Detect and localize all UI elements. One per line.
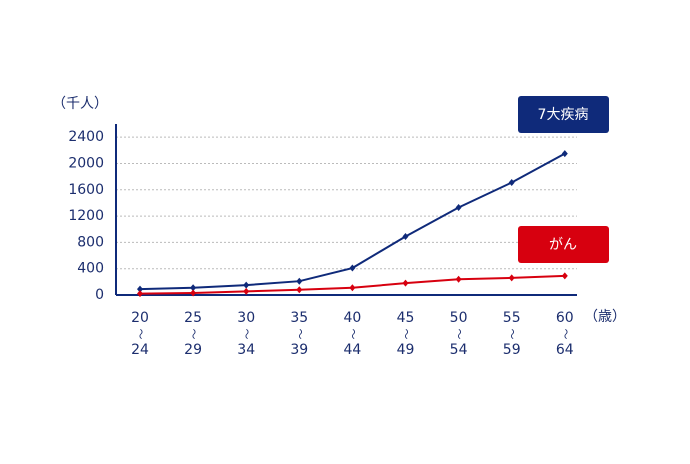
x-tick-label: 〜: [346, 329, 359, 340]
x-tick-label: 20: [131, 310, 149, 326]
x-tick-label: 49: [397, 342, 415, 358]
legend-box: [518, 96, 609, 133]
legend-label: 7大疾病: [538, 107, 589, 123]
x-tick-label: 45: [397, 310, 415, 326]
x-tick-label: 30: [237, 310, 255, 326]
data-point: [190, 284, 197, 292]
x-tick-label: 〜: [293, 329, 306, 340]
data-point: [296, 277, 303, 285]
y-axis-label: （千人）: [52, 96, 108, 112]
data-point: [402, 279, 409, 287]
legend-box: [518, 226, 609, 263]
y-tick-label: 0: [95, 287, 104, 303]
y-tick-label: 2000: [68, 155, 104, 171]
x-tick-label: 〜: [506, 329, 519, 340]
x-tick-label: 40: [343, 310, 361, 326]
x-tick-label: 〜: [559, 329, 572, 340]
x-tick-label: 〜: [453, 329, 466, 340]
x-tick-label: 〜: [134, 329, 147, 340]
x-tick-label: 59: [503, 342, 521, 358]
data-point: [402, 232, 409, 240]
data-point: [349, 264, 356, 272]
data-point: [561, 150, 568, 158]
x-tick-label: 50: [450, 310, 468, 326]
x-tick-label: 25: [184, 310, 202, 326]
x-tick-label: 64: [556, 342, 574, 358]
x-tick-label: 39: [290, 342, 308, 358]
data-point: [137, 290, 143, 298]
data-point: [508, 179, 515, 187]
x-tick-label: 44: [343, 342, 361, 358]
x-tick-label: 〜: [400, 329, 413, 340]
data-point: [349, 284, 356, 292]
x-tick-label: 34: [237, 342, 255, 358]
y-tick-label: 1200: [68, 208, 104, 224]
data-point: [561, 272, 568, 280]
data-point: [137, 285, 143, 293]
legend-label: がん: [549, 237, 577, 253]
data-point: [190, 289, 197, 297]
x-tick-label: 54: [450, 342, 468, 358]
y-tick-label: 400: [77, 261, 104, 277]
data-point: [243, 287, 250, 295]
x-axis-unit: （歳）: [584, 309, 626, 325]
data-point: [296, 286, 303, 294]
data-point: [455, 275, 462, 283]
x-tick-label: 60: [556, 310, 574, 326]
x-tick-label: 〜: [240, 329, 253, 340]
data-point: [243, 281, 250, 289]
x-tick-label: 24: [131, 342, 149, 358]
y-tick-label: 800: [77, 234, 104, 250]
x-tick-label: 35: [290, 310, 308, 326]
x-tick-label: 55: [503, 310, 521, 326]
x-tick-label: 〜: [187, 329, 200, 340]
y-tick-label: 2400: [68, 129, 104, 145]
y-tick-label: 1600: [68, 182, 104, 198]
data-point: [455, 204, 462, 212]
data-point: [508, 274, 515, 282]
x-tick-label: 29: [184, 342, 202, 358]
